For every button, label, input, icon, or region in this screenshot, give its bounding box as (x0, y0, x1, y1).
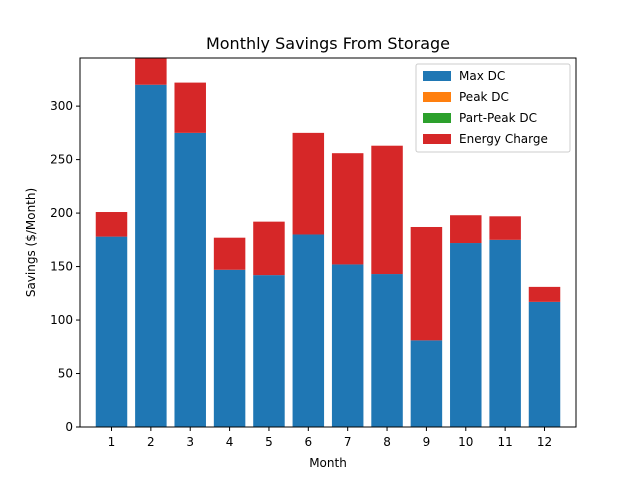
plot-frame (79, 57, 577, 428)
bar-max-dc-month-4 (213, 269, 246, 427)
bar-max-dc-month-11 (489, 239, 521, 427)
y-tick-label: 300 (50, 99, 73, 113)
bar-max-dc-month-8 (371, 274, 403, 427)
y-axis: 0 50 100 150 200 250 300 (50, 99, 80, 434)
x-tick-label: 3 (186, 435, 194, 449)
legend-label-part-peak-dc: Part-Peak DC (459, 111, 537, 125)
legend-label-peak-dc: Peak DC (459, 90, 509, 104)
bars-layer (95, 58, 561, 427)
bar-energy-charge-month-6 (292, 132, 325, 235)
x-tick-label: 2 (147, 435, 155, 449)
x-tick-label: 8 (383, 435, 391, 449)
legend-swatch-part-peak-dc (423, 113, 451, 123)
legend-swatch-peak-dc (423, 92, 451, 102)
bar-energy-charge-month-4 (213, 237, 246, 270)
y-tick-label: 250 (50, 153, 73, 167)
y-axis-label: Savings ($/Month) (24, 188, 38, 297)
x-axis-label: Month (309, 456, 347, 470)
x-tick-label: 6 (304, 435, 312, 449)
bar-max-dc-month-5 (253, 275, 285, 427)
bar-energy-charge-month-1 (95, 212, 128, 237)
bar-max-dc-month-9 (410, 340, 443, 427)
x-axis: 1 2 3 4 5 6 7 8 9 10 11 12 (108, 427, 552, 449)
bar-energy-charge-month-9 (410, 226, 443, 341)
bar-energy-charge-month-11 (489, 216, 521, 240)
legend: Max DC Peak DC Part-Peak DC Energy Charge (415, 63, 571, 153)
bar-energy-charge-month-12 (528, 286, 561, 302)
bar-max-dc-month-3 (174, 132, 206, 427)
bar-energy-charge-month-5 (253, 221, 285, 276)
legend-frame (415, 63, 571, 153)
bar-energy-charge-month-3 (174, 82, 206, 133)
bar-energy-charge-month-7 (331, 153, 364, 265)
y-tick-label: 200 (50, 206, 73, 220)
x-tick-label: 4 (226, 435, 234, 449)
y-tick-label: 0 (65, 420, 73, 434)
bar-energy-charge-month-10 (450, 215, 482, 244)
x-tick-label: 11 (498, 435, 513, 449)
legend-swatch-max-dc (423, 71, 451, 81)
x-tick-label: 5 (265, 435, 273, 449)
bar-max-dc-month-10 (450, 243, 482, 427)
legend-label-energy-charge: Energy Charge (459, 132, 548, 146)
bar-max-dc-month-1 (95, 236, 128, 427)
bar-energy-charge-month-2 (135, 58, 167, 85)
x-tick-label: 12 (537, 435, 552, 449)
legend-swatch-energy-charge (423, 134, 451, 144)
y-tick-label: 50 (58, 367, 73, 381)
x-tick-label: 1 (108, 435, 116, 449)
y-tick-label: 100 (50, 313, 73, 327)
bar-max-dc-month-7 (331, 264, 364, 427)
x-tick-label: 7 (344, 435, 352, 449)
bar-energy-charge-month-8 (371, 145, 403, 275)
bar-max-dc-month-12 (528, 301, 561, 427)
bar-max-dc-month-2 (135, 84, 167, 427)
y-tick-label: 150 (50, 260, 73, 274)
x-tick-label: 10 (458, 435, 473, 449)
bar-max-dc-month-6 (292, 234, 325, 427)
x-tick-label: 9 (423, 435, 431, 449)
legend-label-max-dc: Max DC (459, 69, 505, 83)
chart-title: Monthly Savings From Storage (206, 34, 450, 53)
